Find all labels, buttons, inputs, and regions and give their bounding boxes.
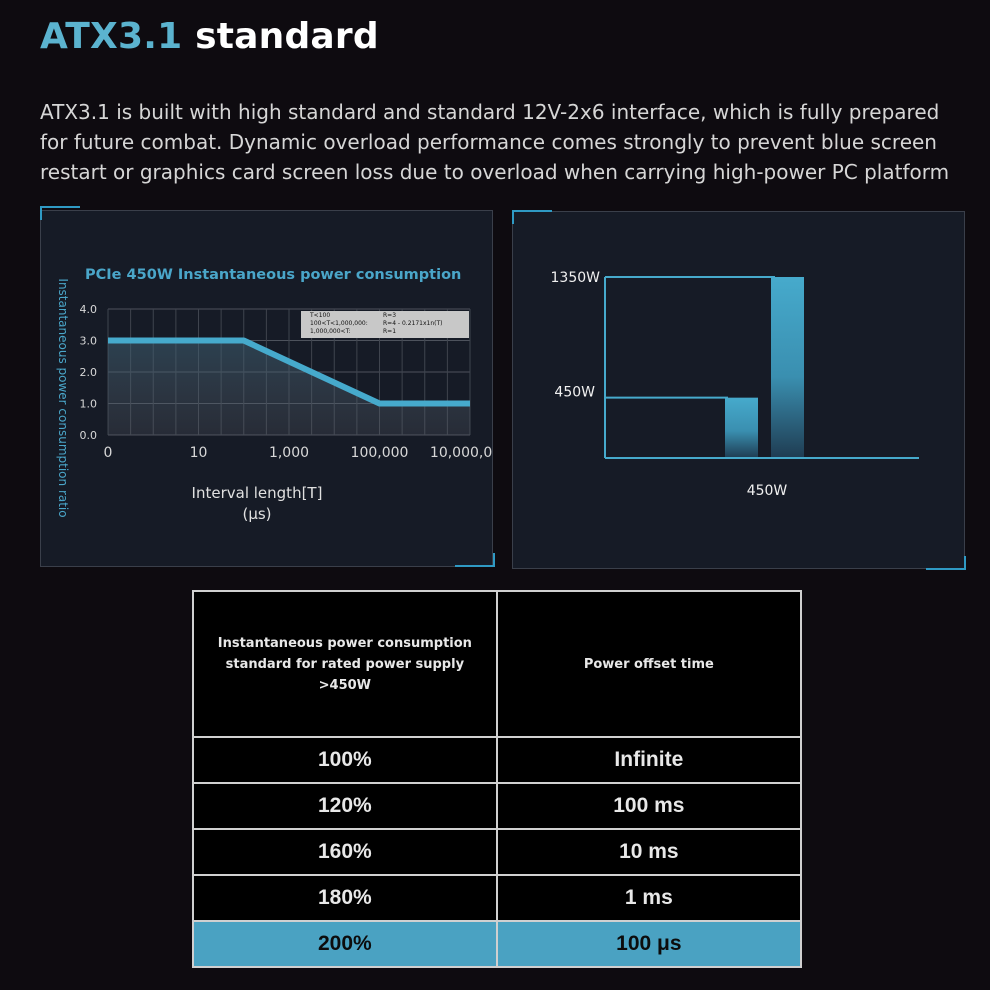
table-cell: 1 ms <box>495 874 803 922</box>
page-title: ATX3.1 standard <box>40 16 379 57</box>
table-cell: 180% <box>192 874 498 922</box>
legend-formula: R=3 <box>383 312 396 319</box>
chart-title: PCIe 450W Instantaneous power consumptio… <box>85 267 461 283</box>
x-axis-label: Interval length[T] <box>192 484 323 502</box>
title-accent: ATX3.1 <box>40 16 183 57</box>
legend-box <box>301 311 469 338</box>
legend-condition: 1,000,000<T: <box>310 328 351 335</box>
table-cell: 120% <box>192 782 498 830</box>
y-label-450w: 450W <box>554 385 595 401</box>
legend-formula: R=4 - 0.2171x1n(T) <box>383 320 443 327</box>
bar <box>771 277 804 458</box>
table-header-cell: Instantaneous power consumption standard… <box>192 590 498 738</box>
table-header-row: Instantaneous power consumption standard… <box>192 590 803 738</box>
legend-condition: 100<T<1,000,000: <box>310 320 368 327</box>
y-label-1350w: 1350W <box>551 270 601 286</box>
x-axis-unit: (μs) <box>242 505 271 523</box>
power-bar-chart: 1350W 450W 450W <box>551 270 919 499</box>
bar <box>725 397 758 458</box>
area-fill <box>108 340 470 435</box>
y-tick-label: 1.0 <box>80 398 98 411</box>
table-row: 160% 10 ms <box>192 828 803 876</box>
legend-formula: R=1 <box>383 328 396 335</box>
table-cell: 160% <box>192 828 498 876</box>
power-bar-chart-panel: 1350W 450W 450W <box>512 211 965 569</box>
power-standard-table: Instantaneous power consumption standard… <box>192 590 803 968</box>
table-cell: 10 ms <box>495 828 803 876</box>
x-tick-label: 10 <box>190 445 208 461</box>
table-row: 100% Infinite <box>192 736 803 784</box>
table-cell: 100 μs <box>495 920 803 968</box>
y-tick-label: 0.0 <box>80 429 98 442</box>
header-consumption-label: Instantaneous power consumption standard… <box>217 635 472 693</box>
power-curve-chart: 0.0 1.0 2.0 3.0 4.0 0 10 1,000 100,000 10,000,000… <box>56 267 493 523</box>
y-tick-label: 2.0 <box>80 366 98 379</box>
table-header-cell: Power offset time <box>495 590 803 738</box>
power-curve-chart-panel: 0.0 1.0 2.0 3.0 4.0 0 10 1,000 100,000 10,000,000… <box>40 210 493 567</box>
header-offset-time-label: Power offset time <box>583 656 714 672</box>
x-tick-label: 0 <box>104 445 113 461</box>
x-tick-label: 1,000 <box>269 445 309 461</box>
table-cell: 100% <box>192 736 498 784</box>
y-tick-label: 4.0 <box>80 303 98 316</box>
legend-condition: T<100 <box>309 312 330 319</box>
table-row-highlighted: 200% 100 μs <box>192 920 803 968</box>
y-tick-label: 3.0 <box>80 335 98 348</box>
table-row: 120% 100 ms <box>192 782 803 830</box>
table-row: 180% 1 ms <box>192 874 803 922</box>
table-cell: Infinite <box>495 736 803 784</box>
series-line <box>108 337 470 407</box>
x-tick-label: 10,000,000 <box>430 445 493 461</box>
title-rest: standard <box>182 16 379 57</box>
x-label: 450W <box>747 483 788 499</box>
description-text: ATX3.1 is built with high standard and s… <box>40 100 950 184</box>
table-cell: 200% <box>192 920 498 968</box>
table-cell: 100 ms <box>495 782 803 830</box>
x-tick-label: 100,000 <box>351 445 409 461</box>
y-axis-label: Instantaneous power consumption ratio <box>56 278 70 517</box>
